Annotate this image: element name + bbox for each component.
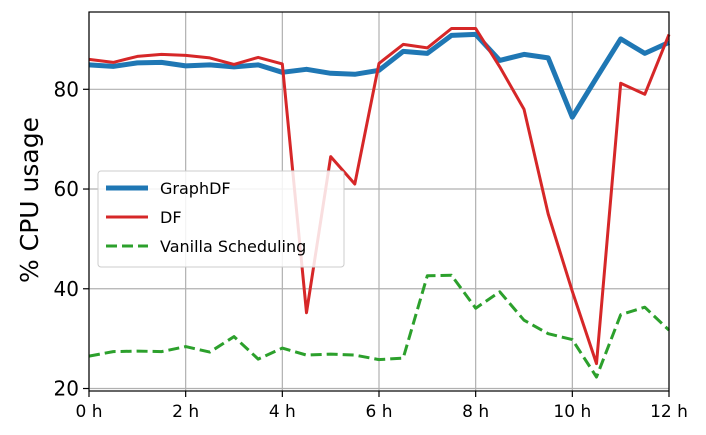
y-axis-ticks: 20 40 60 80 [54, 77, 89, 401]
legend-box [97, 170, 345, 268]
legend-label: Vanilla Scheduling [160, 237, 306, 256]
legend-label: DF [160, 208, 182, 227]
y-axis-label: % CPU usage [15, 117, 44, 283]
x-tick-label: 2 h [172, 402, 199, 422]
series-line-vanilla-scheduling [88, 273, 671, 379]
x-tick-label: 6 h [366, 402, 393, 422]
y-tick-label: 60 [54, 177, 79, 201]
y-tick-label: 40 [54, 277, 79, 301]
x-tick-label: 0 h [76, 402, 103, 422]
series-line-df [88, 27, 671, 366]
legend-label: GraphDF [160, 179, 231, 198]
y-tick-label: 20 [54, 377, 79, 401]
x-tick-label: 8 h [462, 402, 489, 422]
y-tick-label: 80 [54, 77, 79, 101]
x-tick-label: 10 h [553, 402, 591, 422]
x-tick-label: 12 h [650, 402, 688, 422]
series-lines [88, 27, 671, 379]
x-tick-label: 4 h [269, 402, 296, 422]
x-axis-ticks: 0 h 2 h 4 h 6 h 8 h 10 h 12 h [76, 391, 688, 422]
legend: GraphDF DF Vanilla Scheduling [97, 170, 345, 268]
